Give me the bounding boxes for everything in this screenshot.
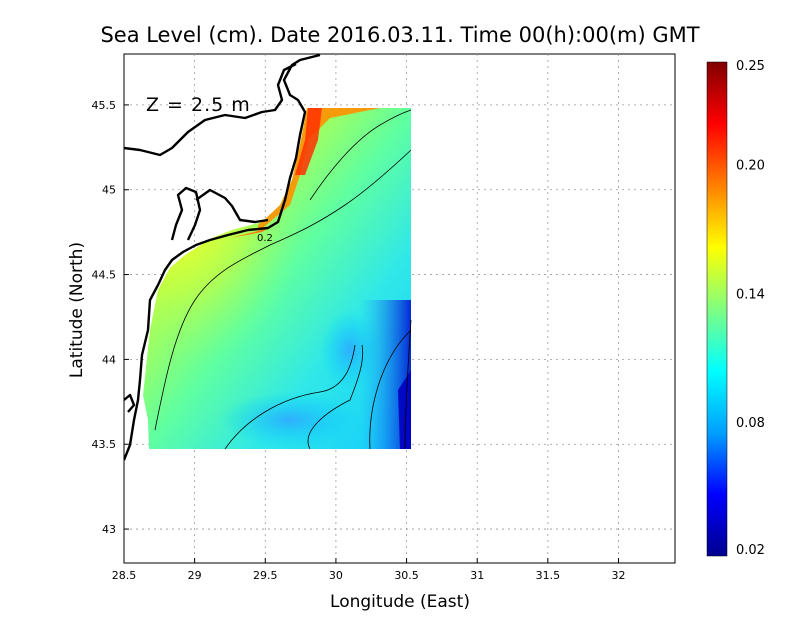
contour-lines (154, 109, 412, 450)
x-tick-label: 29 (188, 569, 202, 582)
colorbar-tick-label: 0.08 (736, 416, 765, 431)
y-tick-label: 45 (102, 184, 116, 197)
y-tick-label: 44 (102, 353, 116, 366)
x-tick-label: 29.5 (253, 569, 278, 582)
depth-annotation: Z = 2.5 m (146, 94, 251, 116)
y-tick-label: 43.5 (92, 438, 117, 451)
colorbar-tick-label: 0.02 (736, 543, 765, 558)
y-axis-ticks: 43 43.5 44 44.5 45 45.5 (92, 99, 129, 536)
y-axis-label: Latitude (North) (67, 242, 87, 378)
y-tick-label: 45.5 (92, 99, 117, 112)
colorbar-ticks: 0.25 0.20 0.14 0.08 0.02 (736, 59, 765, 558)
x-tick-label: 30.5 (394, 569, 419, 582)
x-axis-label: Longitude (East) (330, 592, 470, 612)
colorbar-tick-label: 0.14 (736, 287, 765, 302)
coastline (124, 54, 321, 461)
x-tick-label: 31 (470, 569, 484, 582)
colorbar-tick-label: 0.25 (736, 59, 765, 74)
contour-label: 0.2 (257, 233, 273, 244)
x-tick-label: 32 (611, 569, 625, 582)
colorbar (706, 61, 728, 557)
y-tick-label: 44.5 (92, 269, 117, 282)
colorbar-tick-label: 0.20 (736, 158, 765, 173)
x-axis-ticks: 28.5 29 29.5 30 30.5 31 31.5 32 (112, 558, 625, 582)
y-tick-label: 43 (102, 523, 116, 536)
x-tick-label: 30 (329, 569, 343, 582)
x-tick-label: 28.5 (112, 569, 137, 582)
x-tick-label: 31.5 (536, 569, 561, 582)
chart-title: Sea Level (cm). Date 2016.03.11. Time 00… (100, 23, 699, 47)
